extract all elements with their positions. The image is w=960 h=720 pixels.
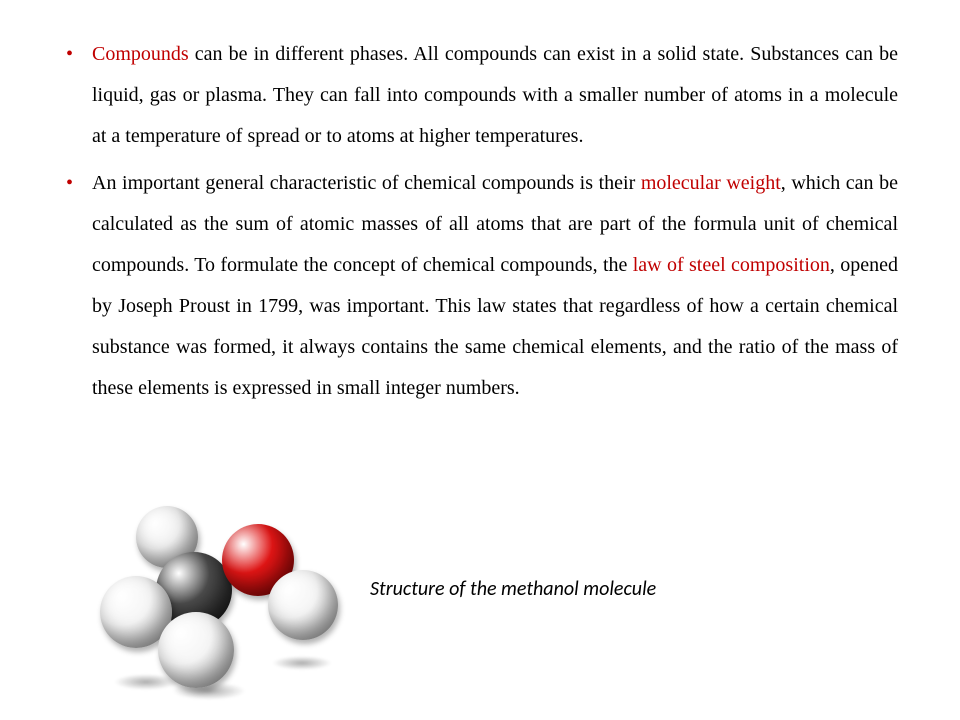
figure-row: Structure of the methanol molecule: [100, 504, 656, 692]
figure-caption: Structure of the methanol molecule: [370, 577, 656, 601]
atom-h: [268, 570, 338, 640]
highlight-text: law of steel composition: [633, 254, 830, 276]
atom-h: [158, 612, 234, 688]
highlight-text: Compounds: [92, 43, 189, 65]
highlight-text: molecular weight: [641, 172, 781, 194]
bullet-list: Compounds can be in different phases. Al…: [62, 34, 898, 409]
bullet-item: Compounds can be in different phases. Al…: [62, 34, 898, 157]
methanol-molecule-icon: [100, 504, 340, 692]
bullet-item: An important general characteristic of c…: [62, 163, 898, 409]
slide: Compounds can be in different phases. Al…: [0, 0, 960, 720]
body-text: An important general characteristic of c…: [92, 172, 641, 194]
body-text: can be in different phases. All compound…: [92, 43, 898, 147]
atom-shadow: [272, 656, 332, 670]
